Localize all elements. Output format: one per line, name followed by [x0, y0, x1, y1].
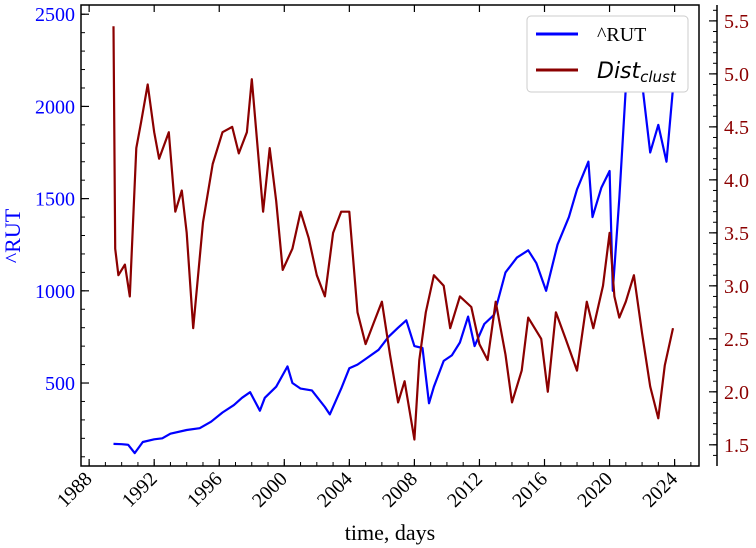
x-tick-label: 1988 — [53, 468, 97, 512]
y-right-tick-label: 4.0 — [724, 170, 749, 192]
y-right-tick-label: 3.0 — [724, 276, 749, 298]
x-tick-label: 1996 — [183, 468, 227, 512]
y-right-tick-label: 5.0 — [724, 64, 749, 86]
series-line-rut — [113, 49, 675, 455]
y-left-tick-label: 1000 — [35, 281, 75, 303]
y-right-tick-label: 1.5 — [724, 435, 749, 457]
x-tick-label: 2004 — [313, 468, 357, 512]
y-right-tick-label: 4.5 — [724, 117, 749, 139]
y-right-tick-label: 5.5 — [724, 11, 749, 33]
legend: ^RUT Distclust — [526, 15, 689, 93]
x-tick-label: 2000 — [248, 468, 292, 512]
x-tick-label: 2024 — [638, 468, 682, 512]
x-tick-label: 2008 — [378, 468, 422, 512]
x-axis-title: time, days — [345, 520, 435, 545]
y-left-tick-label: 500 — [45, 373, 75, 395]
x-tick-label: 1992 — [118, 468, 162, 512]
y-right-tick-label: 3.5 — [724, 223, 749, 245]
legend-label-dist-sub: clust — [640, 68, 677, 86]
y-left-tick-label: 2500 — [35, 4, 75, 26]
series-line-dist-clust — [112, 26, 675, 441]
legend-label-dist: Distclust — [597, 59, 677, 86]
y-axis-left-title: ^RUT — [0, 208, 25, 263]
y-right-tick-label: 2.0 — [724, 382, 749, 404]
x-tick-label: 2012 — [443, 468, 487, 512]
y-left-tick-label: 1500 — [35, 189, 75, 211]
y-right-tick-label: 2.5 — [724, 329, 749, 351]
legend-label-dist-base: Dist — [597, 59, 642, 84]
x-tick-label: 2016 — [508, 468, 552, 512]
legend-label-rut: ^RUT — [597, 24, 646, 46]
series-layer — [112, 26, 675, 455]
y-left-tick-label: 2000 — [35, 96, 75, 118]
x-tick-label: 2020 — [573, 468, 617, 512]
